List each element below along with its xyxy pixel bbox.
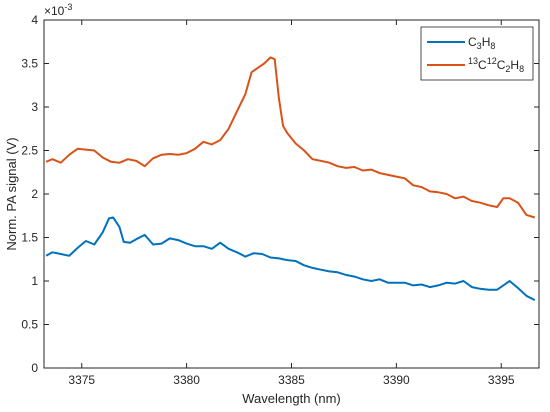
series-line-c3h8 xyxy=(45,216,536,301)
legend-label: 13C12C2H8 xyxy=(468,56,524,74)
legend-label-part: 12 xyxy=(487,56,497,66)
legend-label-part: H xyxy=(510,58,519,72)
x-tick-label: 3380 xyxy=(173,373,200,387)
x-axis-label: Wavelength (nm) xyxy=(242,391,341,406)
legend-label-part: C xyxy=(497,58,506,72)
y-exponent-power: -3 xyxy=(64,2,72,12)
y-axis: 0 0.5 1 1.5 2 2.5 3 3.5 4 xyxy=(21,13,539,375)
y-tick-label: 3.5 xyxy=(21,57,38,71)
legend-label: C3H8 xyxy=(468,35,495,51)
legend-label-part: 8 xyxy=(490,41,495,51)
legend-label-part: C xyxy=(478,58,487,72)
y-tick-label: 1 xyxy=(31,274,38,288)
y-tick-label: 0 xyxy=(31,361,38,375)
y-axis-label: Norm. PA signal (V) xyxy=(4,137,19,250)
series-layer xyxy=(45,56,536,301)
x-axis: 3375 3380 3385 3390 3395 xyxy=(68,20,515,387)
y-exponent-label: ×10-3 xyxy=(44,2,72,18)
x-tick-label: 3395 xyxy=(488,373,515,387)
legend-label-part: 2 xyxy=(505,64,510,74)
y-tick-label: 0.5 xyxy=(21,318,38,332)
x-tick-label: 3390 xyxy=(383,373,410,387)
series-line-13c12c2h8 xyxy=(45,56,536,219)
legend-label-part: 8 xyxy=(519,64,524,74)
legend-label-part: 3 xyxy=(477,41,482,51)
y-tick-label: 2.5 xyxy=(21,144,38,158)
y-tick-label: 3 xyxy=(31,100,38,114)
x-tick-label: 3385 xyxy=(278,373,305,387)
y-tick-label: 2 xyxy=(31,187,38,201)
legend-label-part: 13 xyxy=(468,56,478,66)
legend-label-part: H xyxy=(482,35,491,49)
y-exponent-base: ×10 xyxy=(44,4,65,18)
y-tick-label: 4 xyxy=(31,13,38,27)
y-tick-label: 1.5 xyxy=(21,231,38,245)
legend-box xyxy=(420,26,534,81)
x-tick-label: 3375 xyxy=(68,373,95,387)
legend-label-part: C xyxy=(468,35,477,49)
